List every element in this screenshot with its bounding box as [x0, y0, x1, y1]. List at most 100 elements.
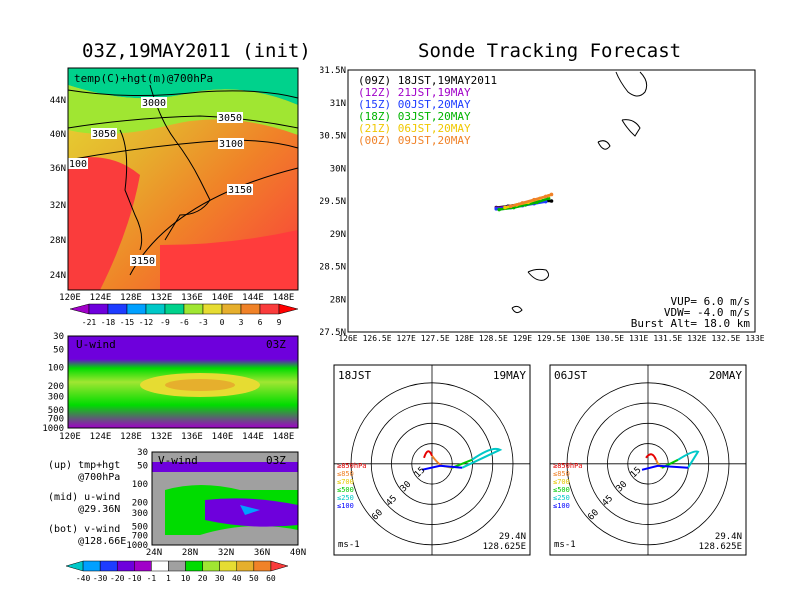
- hodo-trace: [645, 453, 657, 461]
- colorbar-swatch: [69, 303, 90, 315]
- lat-label: 30N: [330, 164, 346, 174]
- level-label: 100: [132, 480, 148, 490]
- lon-label: 128E: [120, 293, 142, 303]
- note-up: (up) tmp+hgt @700hPa: [48, 460, 121, 483]
- level-label: 50: [53, 345, 64, 355]
- colorbar-tick: -1: [147, 574, 157, 583]
- lon-label: 144E: [242, 293, 264, 303]
- lon-label: 124E: [90, 293, 112, 303]
- lat-label: 28N: [182, 548, 198, 558]
- hodo-lon: 128.625E: [483, 542, 526, 552]
- hodo-legend-entry: ≤850: [553, 470, 570, 478]
- colorbar-tick: 1: [166, 574, 171, 583]
- hodo-legend-entry: ≤250: [553, 494, 570, 502]
- track-point: [520, 201, 525, 205]
- lat-label: 44N: [50, 96, 66, 106]
- lon-label: 127E: [397, 334, 416, 343]
- colorbar-tick: -15: [120, 318, 135, 327]
- lat-label: 28N: [330, 295, 346, 305]
- hodo-legend-entry: ≤100: [553, 502, 570, 510]
- lon-label: 126E: [338, 334, 357, 343]
- note-mid: (mid) u-wind @29.36N: [48, 492, 121, 515]
- lon-label: 133E: [745, 334, 764, 343]
- colorbar-swatch: [145, 303, 166, 315]
- lon-label: 120E: [59, 432, 81, 442]
- lat-label: 36N: [50, 164, 66, 174]
- track-point: [532, 197, 536, 202]
- colorbar-tick: -30: [93, 574, 108, 583]
- hodo-legend-entry: ≥850hPa: [337, 462, 367, 470]
- colorbar-tick: 6: [258, 318, 263, 327]
- legend-entry: (00Z) 09JST,20MAY: [358, 134, 471, 147]
- contour-labels: 3000 3050 3050 3100 100 3150 3150: [68, 97, 253, 267]
- hodo-unit: ms-1: [554, 540, 576, 550]
- hodo-legend-entry: ≤100: [337, 502, 354, 510]
- lat-label: 28N: [50, 236, 66, 246]
- hodo-legend-entry: ≤500: [553, 486, 570, 494]
- lon-label: 120E: [59, 293, 81, 303]
- lat-label: 27.5N: [320, 328, 346, 338]
- level-label: 300: [132, 509, 148, 519]
- level-label: 200: [132, 498, 148, 508]
- colorbar-tick: 9: [277, 318, 282, 327]
- track-param: Burst Alt= 18.0 km: [631, 317, 751, 330]
- lon-label: 136E: [181, 432, 203, 442]
- level-label: 1000: [42, 424, 64, 434]
- hodo-lat: 29.4N: [499, 532, 526, 542]
- colorbar-swatch: [278, 303, 299, 315]
- colorbar-tick: 30: [215, 574, 225, 583]
- level-label: 30: [137, 448, 148, 458]
- right-panels: (09Z) 18JST,19MAY2011(12Z) 21JST,19MAY(1…: [320, 66, 765, 556]
- colorbar-swatch: [202, 303, 223, 315]
- colorbar-tick: -12: [139, 318, 154, 327]
- colorbar-swatch: [253, 560, 272, 572]
- colorbar-swatch: [185, 560, 203, 572]
- hodo-date: 20MAY: [709, 369, 742, 382]
- level-label: 700: [132, 532, 148, 542]
- colorbar-swatch: [126, 303, 147, 315]
- lon-label: 128E: [455, 334, 474, 343]
- lon-label: 128E: [120, 432, 142, 442]
- lon-label: 131.5E: [653, 334, 682, 343]
- level-label: 100: [48, 364, 64, 374]
- colorbar-swatch: [259, 303, 280, 315]
- colorbar-swatch: [88, 303, 109, 315]
- track-point: [494, 207, 499, 211]
- temp-colorbar: -21 -18 -15 -12 -9 -6 -3 0 3 6 9: [69, 303, 299, 327]
- contour-label: 3000: [142, 98, 166, 109]
- lon-label: 136E: [181, 293, 203, 303]
- lat-label: 32N: [218, 548, 234, 558]
- lon-label: 132.5E: [711, 334, 740, 343]
- track-legend: (09Z) 18JST,19MAY2011(12Z) 21JST,19MAY(1…: [358, 74, 497, 147]
- colorbar-tick: 60: [266, 574, 276, 583]
- level-label: 500: [132, 523, 148, 533]
- lon-label: 129.5E: [537, 334, 566, 343]
- lat-label: 24N: [146, 548, 162, 558]
- contour-label: 3150: [131, 256, 155, 267]
- colorbar-swatch: [151, 560, 169, 572]
- hodo-legend-entry: ≤500: [337, 486, 354, 494]
- hodo-lat: 29.4N: [715, 532, 742, 542]
- u-wind-label: U-wind: [76, 338, 116, 351]
- colorbar-swatch: [240, 303, 261, 315]
- lon-label: 124E: [90, 432, 112, 442]
- level-label: 30: [53, 332, 64, 342]
- lon-label: 148E: [273, 293, 295, 303]
- colorbar-swatch: [221, 303, 242, 315]
- colorbar-tick: -18: [101, 318, 116, 327]
- colorbar-swatch: [219, 560, 238, 572]
- legend-entry: (15Z) 00JST,20MAY: [358, 98, 471, 111]
- legend-entry: (21Z) 06JST,20MAY: [358, 122, 471, 135]
- level-label: 700: [48, 415, 64, 425]
- track-point: [549, 199, 554, 203]
- track-point: [509, 204, 513, 209]
- track-lat-labels: 31.5N 31N 30.5N 30N 29.5N 29N 28.5N 28N 27.5N: [320, 66, 346, 338]
- lon-label: 130.5E: [595, 334, 624, 343]
- level-label: 300: [48, 392, 64, 402]
- right-title: Sonde Tracking Forecast: [418, 40, 682, 62]
- track-point: [549, 192, 554, 197]
- track-point: [546, 196, 551, 201]
